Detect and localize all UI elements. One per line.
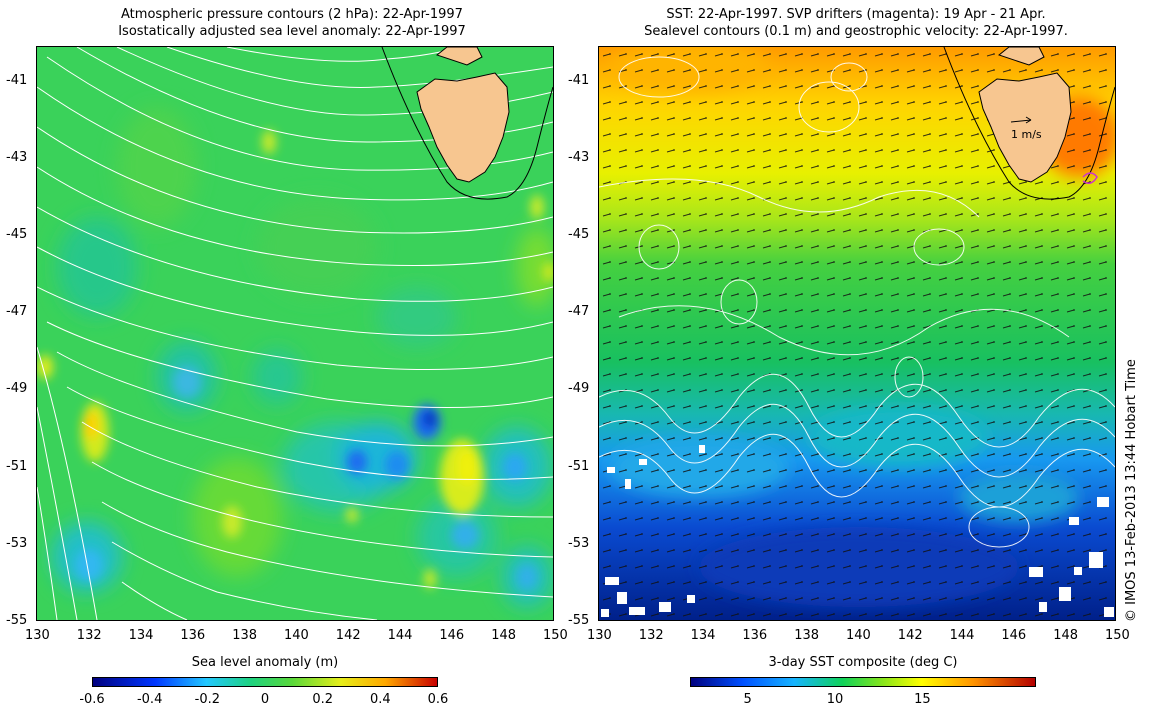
velocity-scale-arrow: 1 m/s bbox=[1010, 116, 1042, 141]
left-colorbar-label: Sea level anomaly (m) bbox=[191, 655, 339, 670]
velocity-scale-label: 1 m/s bbox=[1011, 128, 1042, 141]
lat-tick-label: -51 bbox=[568, 458, 590, 474]
right-title-line2: Sealevel contours (0.1 m) and geostrophi… bbox=[644, 24, 1068, 39]
lat-tick-label: -41 bbox=[568, 72, 590, 88]
lat-tick-label: -43 bbox=[568, 149, 590, 165]
sla-colorbar-tick-label: -0.6 bbox=[79, 692, 105, 707]
lon-tick-label: 148 bbox=[491, 628, 517, 643]
tasmania-land-sst bbox=[943, 47, 1115, 200]
lon-tick-label: 130 bbox=[587, 628, 612, 643]
lat-tick-label: -41 bbox=[6, 72, 28, 88]
pressure-contours bbox=[37, 47, 553, 620]
left-title-line2: Isostatically adjusted sea level anomaly… bbox=[118, 24, 466, 39]
sla-map-svg bbox=[37, 47, 553, 620]
lon-tick-label: 134 bbox=[128, 628, 154, 643]
left-title: Atmospheric pressure contours (2 hPa): 2… bbox=[32, 6, 552, 40]
lon-tick-label: 146 bbox=[1001, 628, 1027, 643]
lon-tick-label: 144 bbox=[387, 628, 413, 643]
lat-tick-label: -51 bbox=[6, 458, 28, 474]
sla-features bbox=[37, 130, 553, 589]
lon-tick-label: 144 bbox=[949, 628, 975, 643]
sst-cloud-gaps bbox=[601, 445, 1114, 617]
lat-tick-label: -55 bbox=[568, 613, 590, 628]
lon-tick-label: 138 bbox=[232, 628, 258, 643]
lon-tick-label: 148 bbox=[1053, 628, 1079, 643]
lon-tick-label: 134 bbox=[690, 628, 716, 643]
lat-tick-label: -45 bbox=[568, 227, 590, 243]
lon-tick-label: 140 bbox=[284, 628, 309, 643]
right-title-line1: SST: 22-Apr-1997. SVP drifters (magenta)… bbox=[666, 7, 1046, 22]
lon-tick-label: 136 bbox=[180, 628, 206, 643]
sst-colorbar-tick-label: 5 bbox=[743, 692, 752, 707]
sla-colorbar-tick-label: 0 bbox=[260, 692, 270, 707]
lat-tick-label: -49 bbox=[568, 381, 590, 397]
lat-tick-label: -47 bbox=[568, 304, 590, 320]
lon-tick-label: 138 bbox=[794, 628, 820, 643]
lon-tick-label: 142 bbox=[335, 628, 361, 643]
left-colorbar bbox=[92, 677, 438, 687]
sla-colorbar-tick-label: -0.2 bbox=[194, 692, 221, 707]
lon-tick-label: 132 bbox=[76, 628, 102, 643]
left-title-line1: Atmospheric pressure contours (2 hPa): 2… bbox=[121, 7, 463, 22]
lon-tick-label: 140 bbox=[846, 628, 871, 643]
sst-colorbar-tick-label: 15 bbox=[914, 692, 931, 707]
sst-map-svg: 1 m/s bbox=[599, 47, 1115, 620]
lat-tick-label: -45 bbox=[6, 227, 28, 243]
right-colorbar bbox=[690, 677, 1036, 687]
lon-tick-label: 150 bbox=[543, 628, 568, 643]
lat-tick-label: -53 bbox=[568, 535, 590, 551]
lat-tick-label: -43 bbox=[6, 149, 28, 165]
lon-tick-label: 146 bbox=[439, 628, 465, 643]
sealevel-contours bbox=[599, 56, 1115, 548]
right-title: SST: 22-Apr-1997. SVP drifters (magenta)… bbox=[596, 6, 1116, 40]
lon-tick-label: 136 bbox=[742, 628, 768, 643]
svp-drifter-tracks bbox=[1082, 172, 1098, 184]
sst-colorbar-tick-label: 10 bbox=[826, 692, 844, 707]
sla-colorbar-tick-label: -0.4 bbox=[136, 692, 163, 707]
lat-tick-label: -55 bbox=[6, 613, 28, 628]
sla-colorbar-tick-label: 0.4 bbox=[369, 692, 391, 707]
sla-colorbar-tick-label: 0.2 bbox=[312, 692, 333, 707]
lat-tick-label: -49 bbox=[6, 381, 28, 397]
tasmania-land bbox=[381, 47, 553, 200]
sla-colorbar-tick-label: 0.6 bbox=[427, 692, 449, 707]
lat-tick-label: -47 bbox=[6, 304, 28, 320]
sst-map: 1 m/s bbox=[598, 46, 1116, 621]
imos-credit: © IMOS 13-Feb-2013 13:44 Hobart Time bbox=[1124, 359, 1139, 622]
lon-tick-label: 130 bbox=[25, 628, 50, 643]
lon-tick-label: 132 bbox=[638, 628, 664, 643]
lat-tick-label: -53 bbox=[6, 535, 28, 551]
lon-tick-label: 150 bbox=[1105, 628, 1130, 643]
right-colorbar-label: 3-day SST composite (deg C) bbox=[768, 655, 958, 670]
sea-level-anomaly-map bbox=[36, 46, 554, 621]
lon-tick-label: 142 bbox=[897, 628, 923, 643]
